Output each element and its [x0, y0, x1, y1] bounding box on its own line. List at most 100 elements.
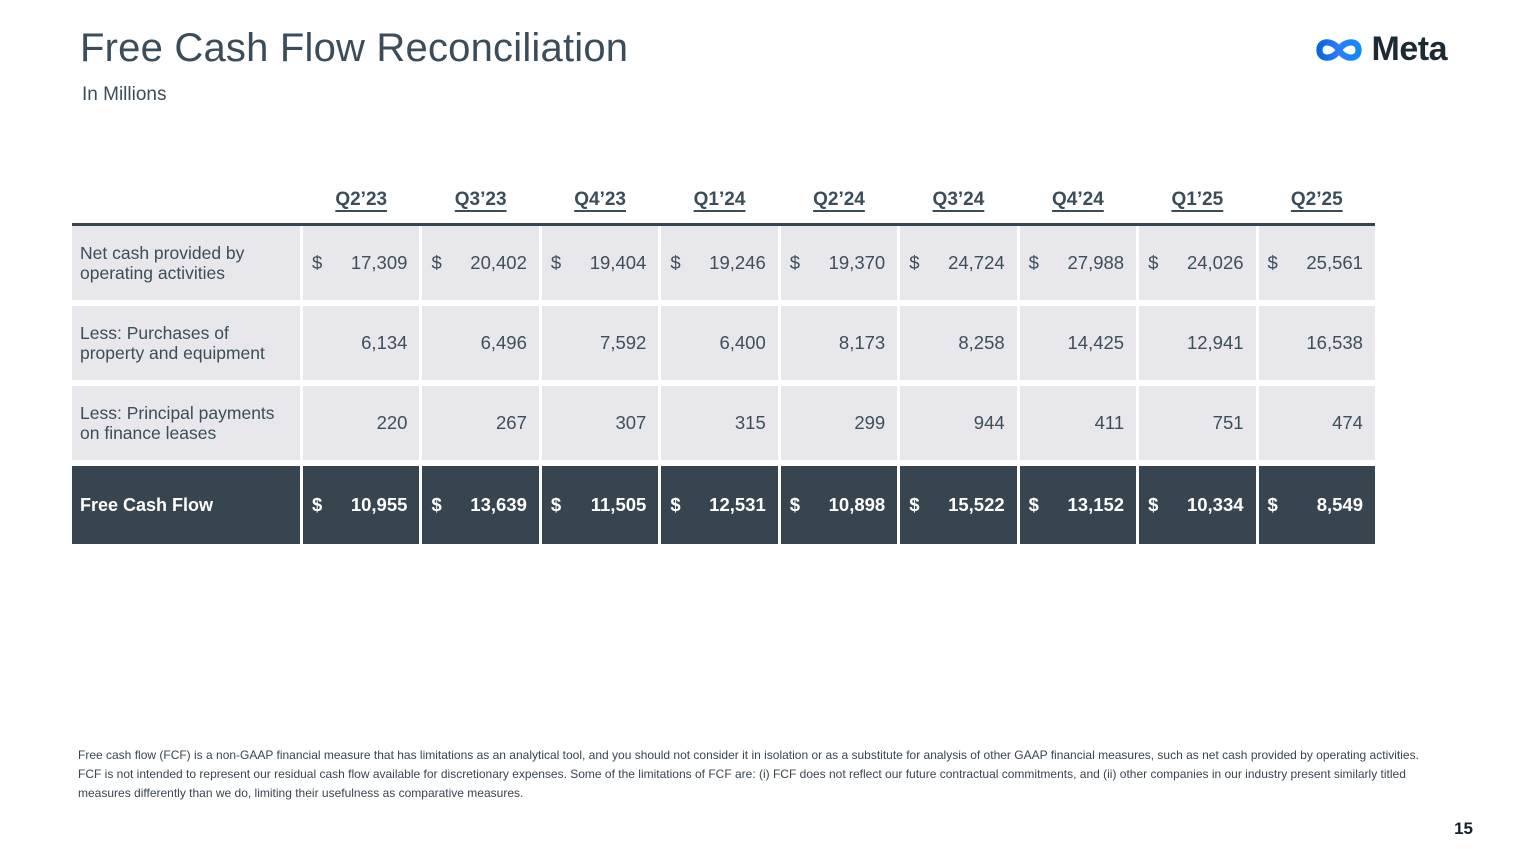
cell: $25,561 — [1258, 226, 1375, 300]
dollar-sign: $ — [550, 252, 562, 273]
cell: 12,941 — [1139, 306, 1256, 380]
cell-value: 14,425 — [1067, 332, 1125, 353]
quarter-header: Q4’24 — [1052, 189, 1104, 210]
page-title: Free Cash Flow Reconciliation — [80, 26, 629, 70]
cell-value: 7,592 — [600, 332, 647, 353]
cell-value: 6,134 — [361, 332, 408, 353]
cell-value: 6,496 — [480, 332, 527, 353]
cell-value: 10,955 — [350, 494, 408, 515]
cell-value: 411 — [1094, 412, 1125, 433]
cell: 267 — [422, 386, 539, 460]
cell: 944 — [900, 386, 1017, 460]
cell-value: 11,505 — [590, 494, 647, 515]
dollar-sign: $ — [1267, 494, 1278, 515]
footnote: Free cash flow (FCF) is a non-GAAP finan… — [78, 748, 1419, 801]
page-subtitle: In Millions — [82, 84, 167, 105]
cell: $11,505 — [541, 466, 659, 544]
cell-value: 15,522 — [948, 494, 1005, 515]
row-label: Net cash provided by operating activitie… — [72, 226, 300, 300]
cell-value: 220 — [376, 412, 408, 433]
cell-value: 267 — [496, 412, 527, 433]
cell-value: 17,309 — [350, 252, 408, 273]
row-label: Free Cash Flow — [72, 466, 300, 544]
cell-value: 474 — [1332, 412, 1363, 433]
row-label: Less: Purchases of property and equipmen… — [72, 306, 300, 380]
cell-value: 24,724 — [948, 252, 1005, 273]
dollar-sign: $ — [1267, 252, 1278, 273]
row-label: Less: Principal payments on finance leas… — [72, 386, 300, 460]
cell: $19,370 — [780, 226, 898, 300]
dollar-sign: $ — [909, 494, 920, 515]
cell: $19,246 — [661, 226, 778, 300]
cell: $24,724 — [900, 226, 1017, 300]
cell-value: 10,334 — [1186, 494, 1244, 515]
meta-logo-text: Meta — [1371, 30, 1448, 68]
cell: 8,258 — [900, 306, 1017, 380]
dollar-sign: $ — [431, 252, 442, 273]
dollar-sign: $ — [670, 494, 681, 515]
meta-logo: Meta — [1313, 30, 1448, 69]
dollar-sign: $ — [1028, 494, 1039, 515]
dollar-sign: $ — [1028, 252, 1039, 273]
cell-value: 12,531 — [709, 494, 766, 515]
quarter-header: Q3’24 — [932, 189, 985, 210]
cell: 307 — [541, 386, 659, 460]
cell: $27,988 — [1019, 226, 1137, 300]
meta-infinity-icon — [1315, 38, 1362, 61]
cell: 16,538 — [1258, 306, 1375, 380]
quarter-header: Q2’25 — [1290, 189, 1343, 210]
cell-value: 751 — [1212, 412, 1244, 433]
cell-value: 8,173 — [838, 332, 886, 353]
cell-value: 307 — [615, 412, 647, 433]
cell-value: 19,404 — [589, 252, 647, 273]
cell-value: 315 — [734, 412, 766, 433]
cell: $24,026 — [1139, 226, 1256, 300]
cell-value: 12,941 — [1186, 332, 1244, 353]
cell-value: 8,258 — [958, 332, 1005, 353]
table-row: Net cash provided by operating activitie… — [72, 226, 1375, 300]
table-row: Less: Purchases of property and equipmen… — [72, 306, 1375, 380]
cell-value: 8,549 — [1316, 494, 1363, 515]
cell: $8,549 — [1258, 466, 1375, 544]
quarter-header: Q1’24 — [693, 189, 746, 210]
quarter-header: Q2’24 — [813, 189, 865, 210]
table-row: Free Cash Flow $10,955 $13,639 $11,505 $12,5… — [72, 466, 1375, 544]
table-top-rule — [72, 223, 1375, 226]
cell: 411 — [1019, 386, 1137, 460]
cell: 299 — [780, 386, 898, 460]
cell-value: 10,898 — [828, 494, 886, 515]
cell: 6,400 — [661, 306, 778, 380]
dollar-sign: $ — [789, 252, 801, 273]
dollar-sign: $ — [550, 494, 562, 515]
cell-value: 944 — [973, 412, 1005, 433]
cell-value: 27,988 — [1067, 252, 1125, 273]
cell: $10,898 — [780, 466, 898, 544]
dollar-sign: $ — [909, 252, 920, 273]
dollar-sign: $ — [1148, 252, 1159, 273]
cell: $13,639 — [422, 466, 539, 544]
cell: $10,334 — [1139, 466, 1256, 544]
cell: 751 — [1139, 386, 1256, 460]
cell-value: 13,152 — [1067, 494, 1125, 515]
cell: 315 — [661, 386, 778, 460]
cell: $13,152 — [1019, 466, 1137, 544]
cell: $20,402 — [422, 226, 539, 300]
quarter-header: Q1’25 — [1171, 189, 1224, 210]
cell-value: 25,561 — [1306, 252, 1363, 273]
cell-value: 16,538 — [1306, 332, 1363, 353]
dollar-sign: $ — [670, 252, 681, 273]
cell-value: 19,370 — [828, 252, 886, 273]
cell: $19,404 — [541, 226, 659, 300]
cell: $10,955 — [303, 466, 420, 544]
quarter-header: Q2’23 — [335, 189, 388, 210]
cell: $12,531 — [661, 466, 778, 544]
cell: $15,522 — [900, 466, 1017, 544]
cell: 7,592 — [541, 306, 659, 380]
cell: 220 — [303, 386, 420, 460]
cell-value: 20,402 — [470, 252, 527, 273]
quarter-header: Q3’23 — [454, 189, 507, 210]
dollar-sign: $ — [431, 494, 442, 515]
dollar-sign: $ — [789, 494, 801, 515]
fcf-table: Q2’23 Q3’23 Q4’23 Q1’24 Q2’24 Q3’24 Q4’24 Q1’25… — [72, 183, 1375, 544]
